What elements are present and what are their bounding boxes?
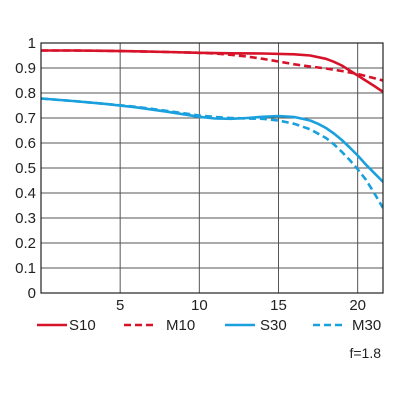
x-axis-tick-labels: 5 10 15 20 [116, 297, 366, 314]
y-tick-label: 0.4 [15, 185, 36, 202]
legend: S10 M10 S30 M30 [37, 317, 381, 334]
y-tick-label: 1 [28, 35, 36, 52]
plot-frame [40, 42, 384, 294]
y-tick-label: 0 [28, 285, 36, 302]
y-axis-tick-labels: 0 0.1 0.2 0.3 0.4 0.5 0.6 0.7 0.8 0.9 1 [15, 35, 36, 302]
series-line-s10 [41, 49, 383, 94]
aperture-annotation: f=1.8 [349, 345, 381, 361]
y-tick-label: 0.1 [15, 260, 36, 277]
series-line-m30 [41, 97, 383, 209]
x-tick-label: 10 [191, 297, 208, 314]
y-tick-label: 0.5 [15, 160, 36, 177]
x-tick-label: 5 [116, 297, 124, 314]
x-tick-label: 15 [270, 297, 287, 314]
y-tick-label: 0.3 [15, 210, 36, 227]
y-tick-label: 0.2 [15, 235, 36, 252]
y-tick-label: 0.9 [15, 60, 36, 77]
legend-label-s30: S30 [260, 317, 287, 334]
y-tick-label: 0.8 [15, 85, 36, 102]
legend-label-m10: M10 [166, 317, 195, 334]
series-lines [41, 49, 383, 209]
series-line-s30 [41, 97, 383, 184]
legend-label-s10: S10 [69, 317, 96, 334]
y-tick-label: 0.6 [15, 135, 36, 152]
x-tick-label: 20 [349, 297, 366, 314]
series-line-m10 [41, 49, 383, 82]
grid-lines [41, 42, 383, 294]
legend-label-m30: M30 [352, 317, 381, 334]
y-tick-label: 0.7 [15, 110, 36, 127]
